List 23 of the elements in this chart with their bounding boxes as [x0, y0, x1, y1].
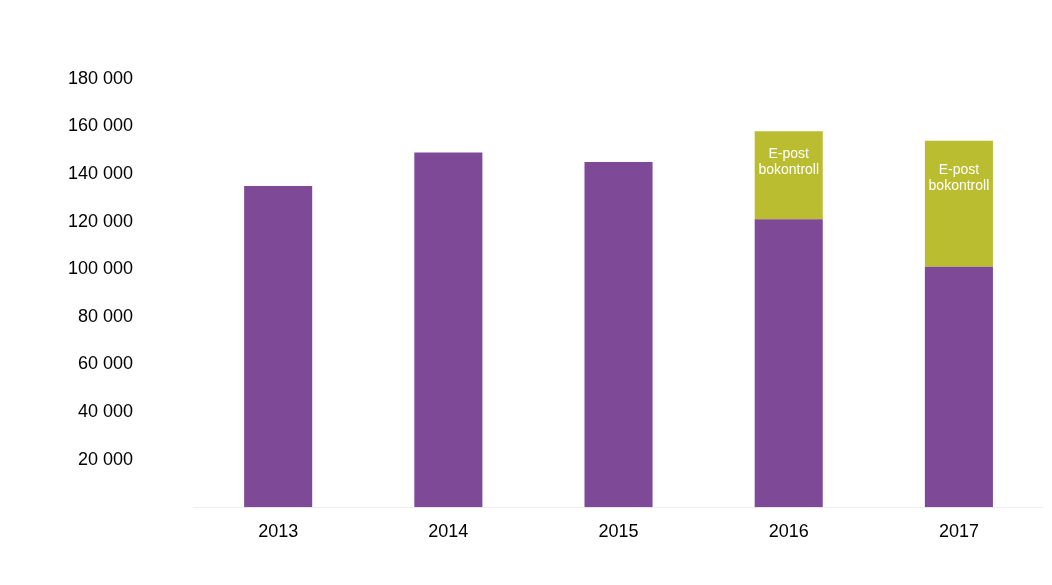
- y-tick-label: 180 000: [67, 67, 134, 88]
- bar: [754, 131, 823, 220]
- y-tick-label: 60 000: [78, 353, 134, 374]
- y-tick-label: 100 000: [67, 258, 134, 279]
- bar: [924, 266, 993, 508]
- y-tick-label: 40 000: [78, 400, 134, 421]
- y-tick-label: 20 000: [78, 448, 134, 469]
- x-tick-label: 2015: [598, 520, 639, 541]
- y-tick-label: 160 000: [67, 115, 134, 136]
- bar: [584, 162, 653, 508]
- bar: [924, 140, 993, 267]
- y-tick-label: 120 000: [67, 210, 134, 231]
- y-tick-label: 80 000: [78, 305, 134, 326]
- x-tick-label: 2016: [768, 520, 809, 541]
- bar: [244, 185, 313, 508]
- text: E-post bokontroll: [758, 144, 820, 177]
- x-tick-label: 2013: [258, 520, 299, 541]
- x-tick-label: 2017: [938, 520, 979, 541]
- y-tick-label: 140 000: [67, 162, 134, 183]
- bar: [754, 219, 823, 508]
- series-label: E-post bokontroll: [928, 161, 990, 194]
- bar: [414, 152, 483, 508]
- x-tick-label: 2014: [428, 520, 469, 541]
